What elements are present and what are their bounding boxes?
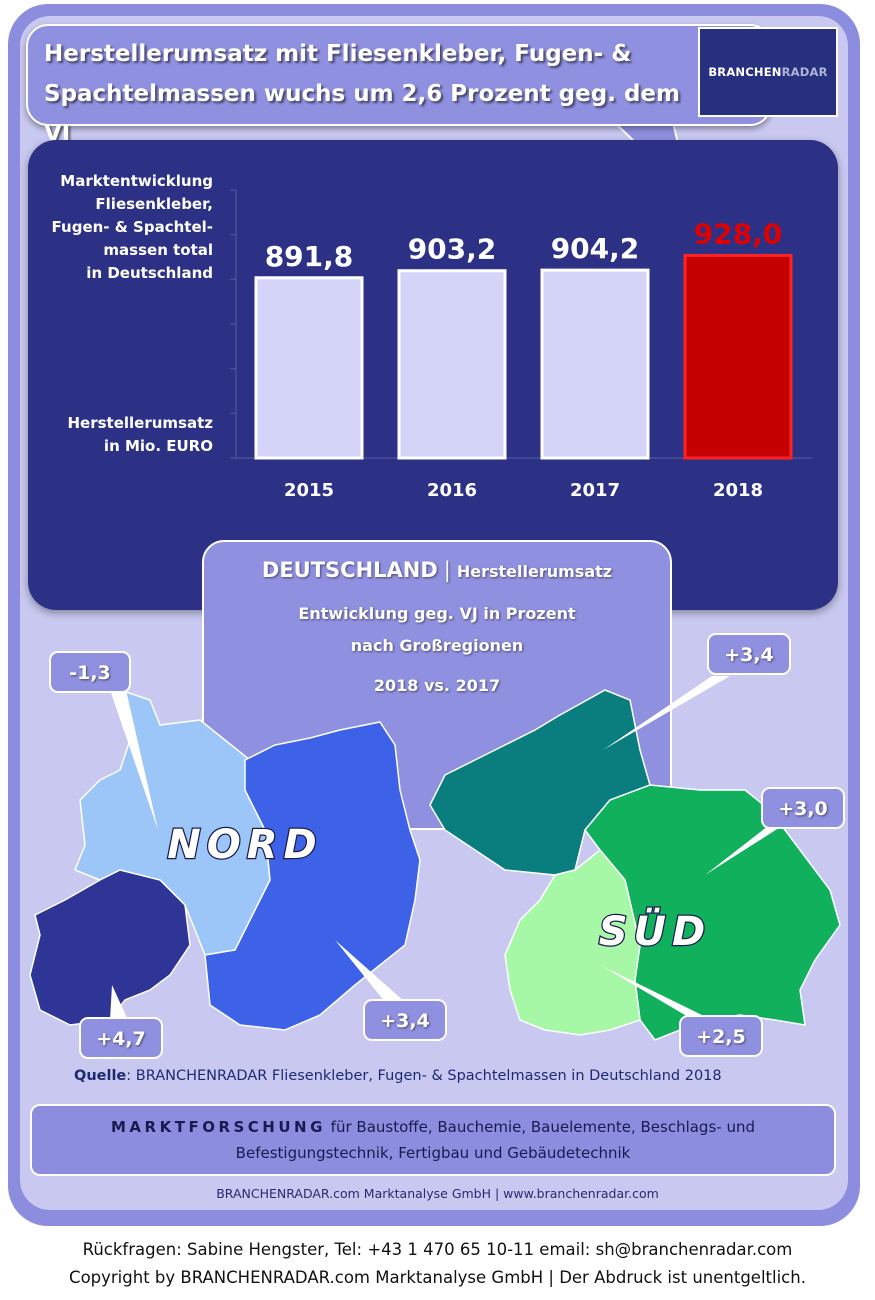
callout-box bbox=[761, 787, 845, 829]
region-box-line-3: 2018 vs. 2017 bbox=[373, 676, 501, 695]
bar-value-label: 928,0 bbox=[694, 217, 783, 250]
y-label-bottom-line: in Mio. EURO bbox=[103, 437, 213, 455]
callout-box bbox=[679, 1015, 763, 1057]
y-label-bottom-line: Herstellerumsatz bbox=[67, 414, 213, 432]
callout-box bbox=[79, 1017, 163, 1059]
callout-value: +2,5 bbox=[696, 1026, 746, 1048]
callout-pointer bbox=[705, 826, 782, 875]
bar-value-label: 891,8 bbox=[265, 240, 354, 273]
logo-text-part-2: RADAR bbox=[781, 65, 828, 79]
pointer-cover bbox=[612, 112, 670, 121]
callout-box bbox=[707, 633, 791, 675]
map-region-nord-west bbox=[29, 869, 191, 1026]
callout-value: +4,7 bbox=[96, 1028, 146, 1050]
x-tick-label: 2015 bbox=[284, 480, 334, 501]
callout-value: +3,4 bbox=[724, 644, 774, 666]
callout-box bbox=[363, 999, 447, 1041]
y-label-top-line: in Deutschland bbox=[86, 264, 213, 282]
metric-name: Herstellerumsatz bbox=[456, 562, 613, 581]
region-box-line-2: nach Großregionen bbox=[350, 636, 524, 655]
marktforschung-line-2: Befestigungstechnik, Fertigbau und Gebäu… bbox=[235, 1144, 631, 1162]
company-line: BRANCHENRADAR.com Marktanalyse GmbH | ww… bbox=[216, 1186, 659, 1201]
title-separator: | bbox=[443, 558, 451, 582]
source-label: Quelle bbox=[74, 1068, 127, 1084]
bar-2018 bbox=[683, 253, 793, 460]
bar-2015 bbox=[254, 276, 364, 460]
marktforschung-box: MARKTFORSCHUNG für Baustoffe, Bauchemie,… bbox=[30, 1104, 836, 1176]
marktforschung-line-1-rest: für Baustoffe, Bauchemie, Bauelemente, B… bbox=[325, 1118, 755, 1136]
y-label-top-line: Fugen- & Spachtel- bbox=[51, 218, 213, 236]
bar-2017 bbox=[540, 268, 650, 460]
x-tick-label: 2018 bbox=[713, 480, 763, 501]
page-title: Herstellerumsatz mit Fliesenkleber, Fuge… bbox=[44, 34, 684, 154]
callout-box bbox=[49, 651, 131, 693]
bar-2016 bbox=[397, 269, 507, 460]
callout-value: -1,3 bbox=[69, 662, 111, 684]
y-label-top-line: massen total bbox=[103, 241, 213, 259]
x-tick-label: 2016 bbox=[427, 480, 477, 501]
callout-pointer bbox=[110, 985, 128, 1020]
germany-region-map: -1,3 +4,7 +3,4 +3,4 +3,0 +2,5 NORD SÜD bbox=[29, 633, 845, 1059]
contact-line: Rückfragen: Sabine Hengster, Tel: +43 1 … bbox=[82, 1240, 793, 1259]
map-region-sued-north bbox=[429, 689, 651, 876]
branchenradar-logo: BRANCHENRADAR bbox=[698, 27, 838, 117]
y-axis-label-bottom: Herstellerumsatz in Mio. EURO bbox=[13, 412, 213, 458]
copyright-line: Copyright by BRANCHENRADAR.com Marktanal… bbox=[69, 1268, 806, 1287]
callout-value: +3,4 bbox=[380, 1010, 430, 1032]
callout-pointer bbox=[600, 965, 708, 1018]
map-region-sued-west bbox=[504, 848, 641, 1036]
region-label-nord: NORD bbox=[167, 822, 322, 868]
region-label-sued: SÜD bbox=[599, 907, 712, 955]
country-name: DEUTSCHLAND bbox=[261, 558, 438, 582]
callout-value: +3,0 bbox=[778, 798, 828, 820]
callout-pointer bbox=[603, 676, 730, 750]
region-box-title: DEUTSCHLAND | Herstellerumsatz bbox=[204, 558, 670, 582]
callout-pointer bbox=[110, 690, 158, 830]
region-box-line-1: Entwicklung geg. VJ in Prozent bbox=[298, 604, 576, 623]
source-note: Quelle: BRANCHENRADAR Fliesenkleber, Fug… bbox=[74, 1068, 722, 1084]
title-line-1: Herstellerumsatz mit Fliesenkleber, Fuge… bbox=[44, 41, 632, 67]
marktforschung-line-1: MARKTFORSCHUNG für Baustoffe, Bauchemie,… bbox=[32, 1118, 834, 1136]
y-label-top-line: Marktentwicklung bbox=[60, 172, 213, 190]
callout-pointer bbox=[335, 940, 405, 1002]
y-axis-label-top: Marktentwicklung Fliesenkleber, Fugen- & S… bbox=[13, 170, 213, 285]
x-tick-label: 2017 bbox=[570, 480, 620, 501]
source-text: : BRANCHENRADAR Fliesenkleber, Fugen- & … bbox=[126, 1068, 722, 1084]
marktforschung-heading: MARKTFORSCHUNG bbox=[111, 1118, 326, 1136]
map-region-nord-east bbox=[204, 721, 421, 1031]
bar-chart: 891,8 2015 903,2 2016 904,2 2017 928,0 2018 bbox=[230, 189, 812, 501]
bar-value-label: 903,2 bbox=[408, 233, 497, 266]
y-label-top-line: Fliesenkleber, bbox=[95, 195, 213, 213]
bar-value-label: 904,2 bbox=[551, 232, 640, 265]
logo-text-part-1: BRANCHEN bbox=[708, 65, 782, 79]
map-region-nord-north bbox=[74, 688, 271, 956]
headline-bubble bbox=[26, 24, 772, 126]
